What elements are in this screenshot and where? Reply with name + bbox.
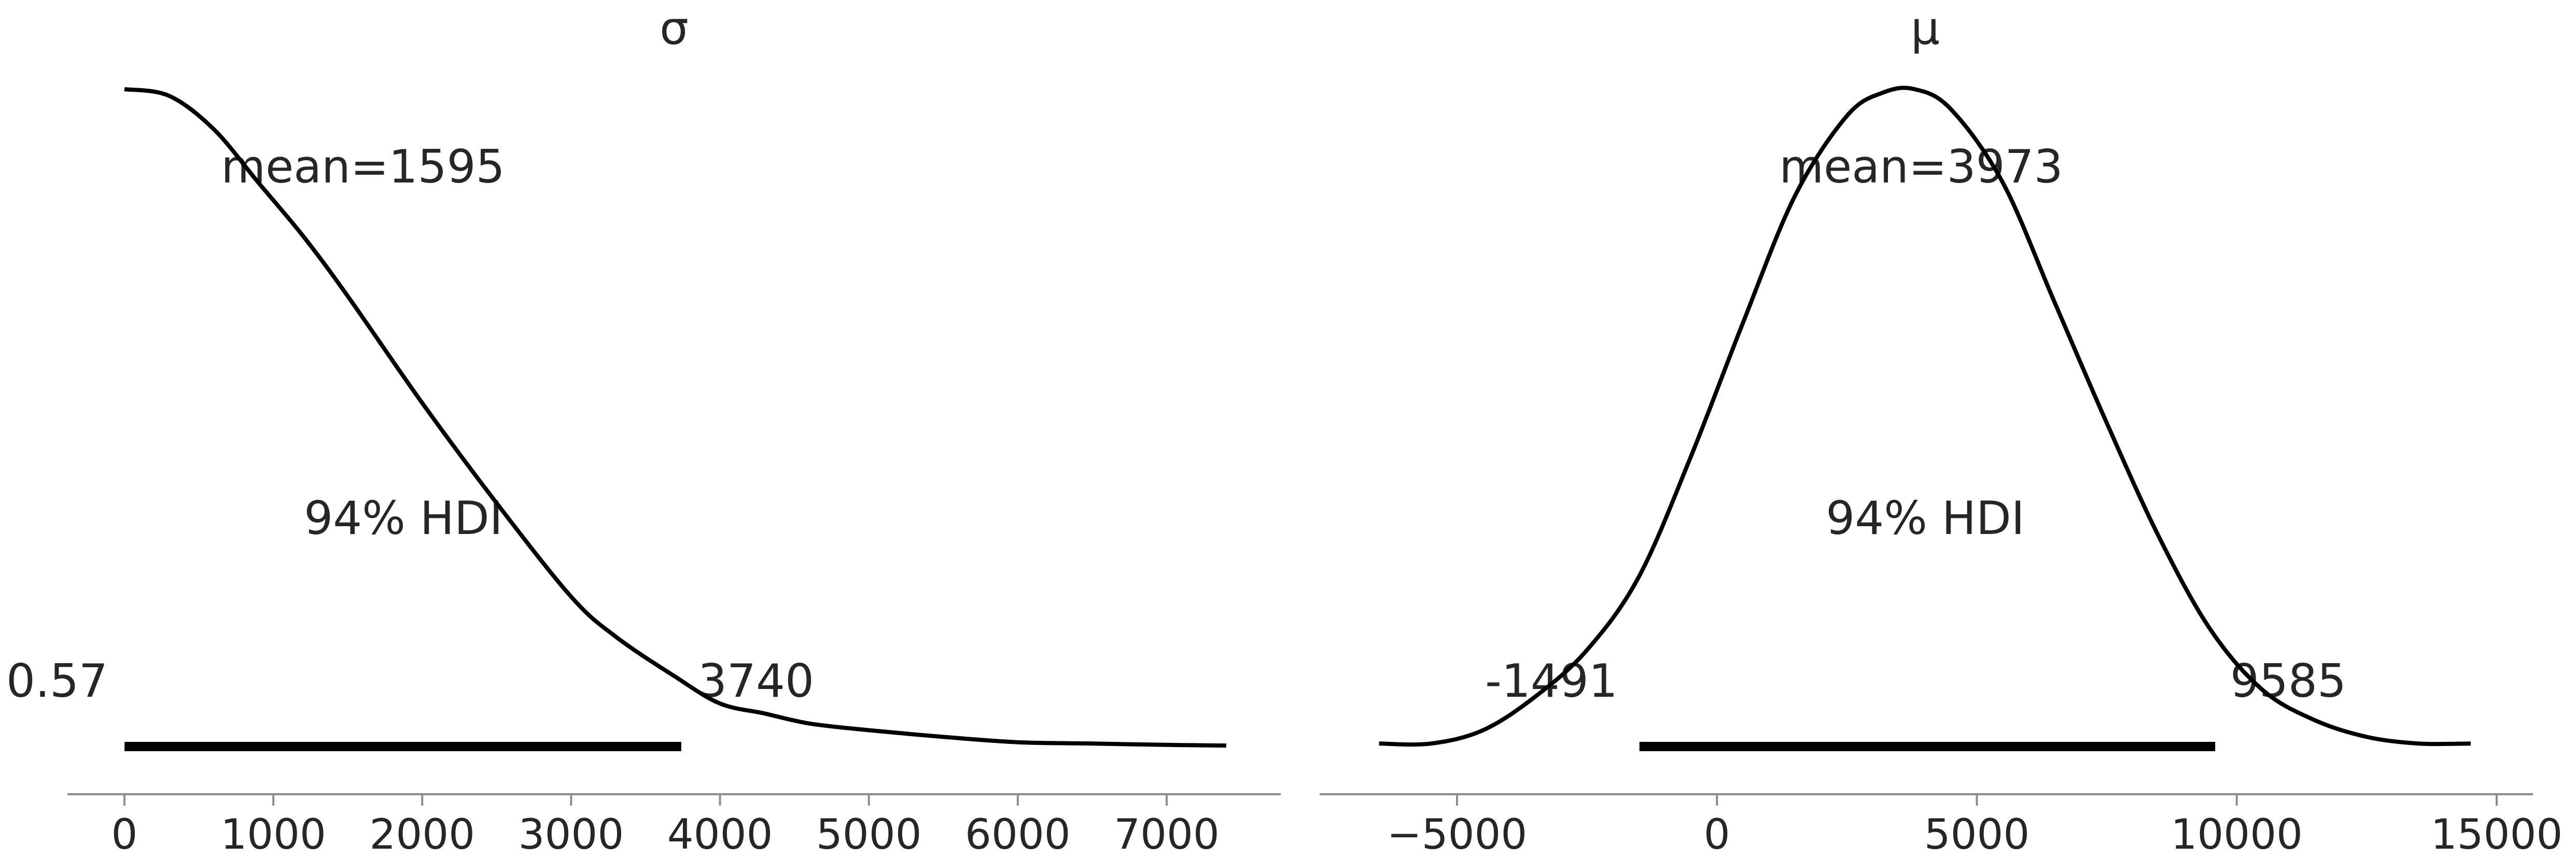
x-tick-label-sigma: 2000 [369,810,475,858]
x-tick-label-sigma: 3000 [519,810,624,858]
x-tick-label-mu: 15000 [2431,810,2563,858]
x-tick-label-mu: 5000 [1924,810,2030,858]
panel-title-sigma: σ [660,2,689,55]
hdi-high-label-sigma: 3740 [698,654,814,708]
x-tick-label-sigma: 1000 [220,810,326,858]
x-tick-label-sigma: 4000 [667,810,773,858]
hdi-label-mu: 94% HDI [1826,491,2024,545]
sigma-posterior-panel: σ mean=1595 94% HDI 0.57 3740 0 1000 2000 3… [6,2,1281,858]
x-tick-label-mu: 0 [1704,810,1730,858]
x-tick-label-sigma: 7000 [1114,810,1220,858]
x-tick-label-mu: 10000 [2171,810,2303,858]
mu-posterior-panel: μ mean=3973 94% HDI -1491 9585 −5000 0 500… [1320,2,2563,858]
x-tick-label-sigma: 0 [111,810,138,858]
hdi-low-label-sigma: 0.57 [6,654,108,708]
hdi-label-sigma: 94% HDI [304,491,502,545]
x-tick-label-sigma: 6000 [965,810,1071,858]
density-curve-mu [1379,86,2471,747]
density-curve-sigma [124,87,1226,748]
mean-label-mu: mean=3973 [1779,140,2063,193]
x-tick-label-mu: −5000 [1387,810,1528,858]
hdi-low-label-mu: -1491 [1485,654,1618,708]
hdi-high-label-mu: 9585 [2230,654,2346,708]
mean-label-sigma: mean=1595 [221,140,505,193]
x-tick-label-sigma: 5000 [816,810,922,858]
panel-title-mu: μ [1911,2,1940,55]
